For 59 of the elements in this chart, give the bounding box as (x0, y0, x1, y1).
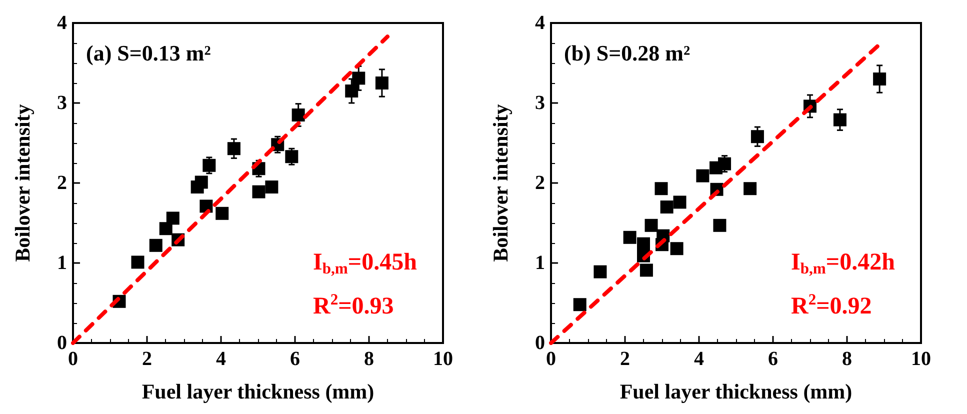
y-tick-label: 0 (57, 332, 67, 354)
x-tick-label: 8 (364, 348, 374, 370)
point (345, 84, 358, 98)
point (159, 222, 172, 236)
point (696, 169, 710, 182)
y-tick-label: 2 (57, 172, 67, 194)
point (644, 218, 658, 232)
point (637, 237, 650, 250)
point (375, 76, 388, 90)
point (660, 200, 674, 214)
point (352, 72, 366, 85)
y-tick-label: 3 (535, 92, 545, 114)
point (594, 265, 607, 278)
text: (a) S=0.13 m² (86, 40, 212, 66)
x-tick-label: 8 (842, 348, 852, 370)
point (202, 158, 216, 172)
x-tick-label: 6 (290, 348, 300, 370)
point (194, 176, 208, 189)
point (654, 182, 668, 196)
point (718, 157, 732, 170)
point (216, 206, 229, 220)
point (744, 182, 757, 196)
x-axis-title: Fuel layer thickness (mm) (620, 380, 852, 404)
x-tick-label: 10 (433, 348, 453, 370)
point (873, 72, 886, 86)
point (131, 256, 144, 269)
y-tick-label: 4 (535, 12, 545, 34)
point (670, 242, 684, 256)
point (265, 180, 278, 194)
point (200, 200, 213, 213)
point (833, 113, 846, 126)
text: (b) S=0.28 m² (564, 40, 690, 66)
y-tick-label: 4 (57, 12, 67, 34)
x-tick-label: 4 (216, 348, 226, 370)
point (285, 150, 298, 164)
point (640, 264, 653, 277)
point (750, 130, 764, 144)
y-tick-label: 1 (57, 252, 67, 274)
point (252, 185, 266, 198)
y-tick-label: 3 (57, 92, 67, 114)
point (623, 230, 636, 244)
y-tick-label: 2 (535, 172, 545, 194)
point (573, 298, 586, 312)
point (166, 212, 180, 225)
point (227, 142, 240, 156)
x-tick-label: 10 (911, 348, 931, 370)
y-tick-label: 0 (535, 332, 545, 354)
y-axis-title: Boilover intensity (10, 104, 34, 262)
point (673, 196, 686, 209)
x-tick-label: 2 (142, 348, 152, 370)
point (292, 108, 305, 122)
point (149, 238, 162, 252)
x-tick-label: 6 (768, 348, 778, 370)
x-tick-label: 2 (620, 348, 630, 370)
x-tick-label: 4 (694, 348, 704, 370)
x-axis-title: Fuel layer thickness (mm) (142, 380, 374, 404)
y-axis-title: Boilover intensity (488, 104, 512, 262)
point (713, 218, 726, 232)
y-tick-label: 1 (535, 252, 545, 274)
